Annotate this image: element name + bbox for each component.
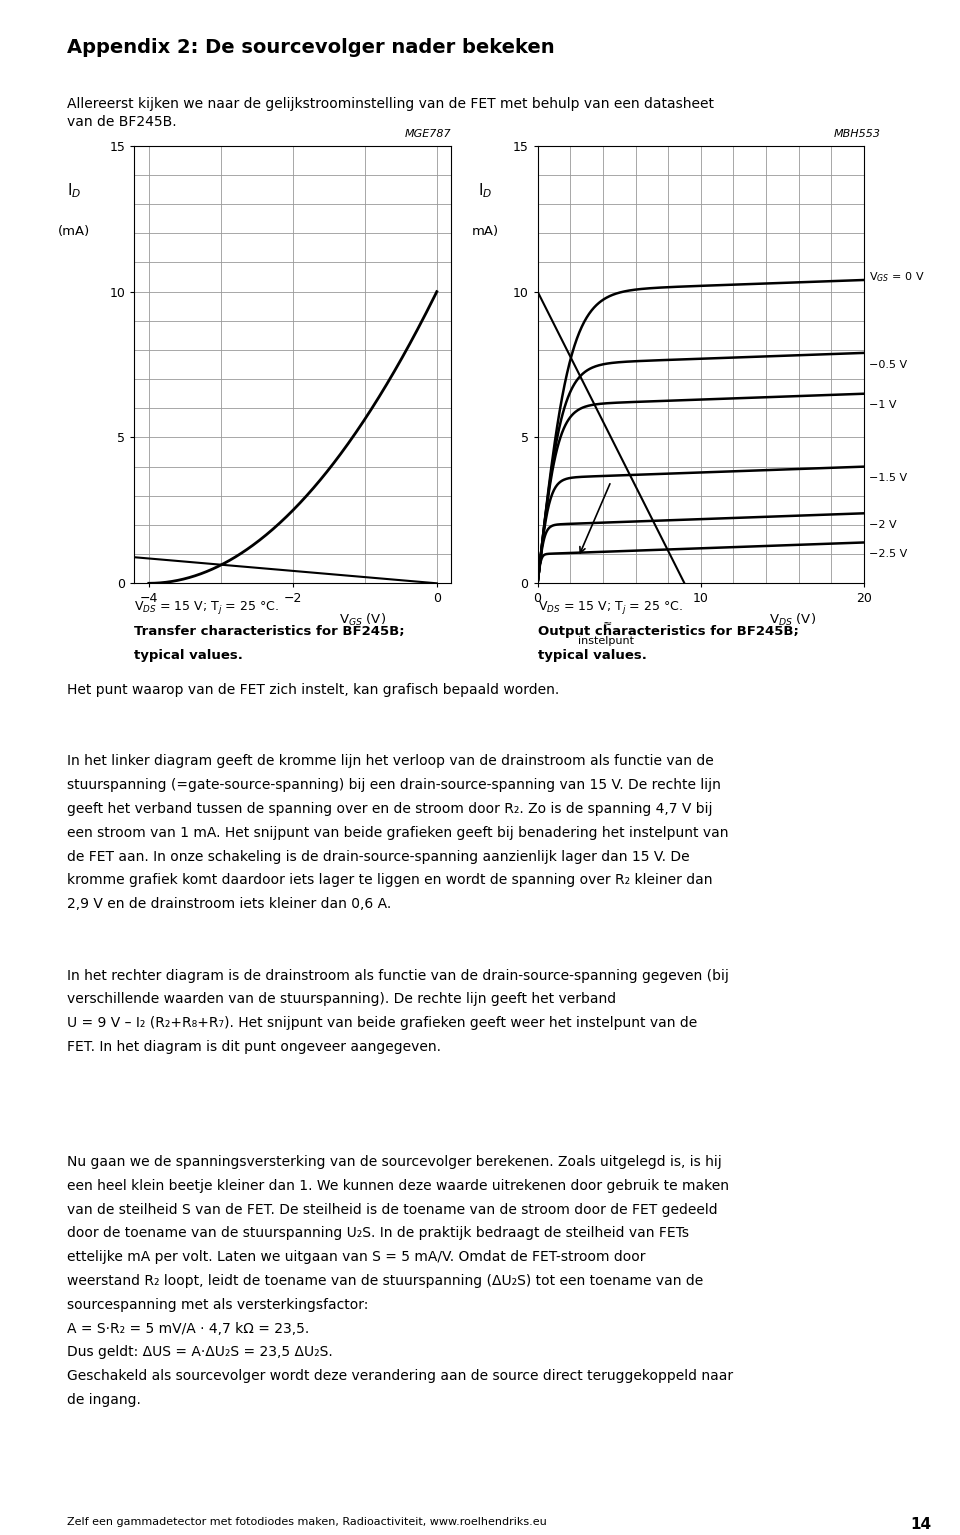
Text: MGE787: MGE787: [404, 129, 451, 140]
Text: 14: 14: [910, 1517, 931, 1532]
Text: typical values.: typical values.: [134, 649, 243, 662]
Text: V$_{GS}$ = 0 V: V$_{GS}$ = 0 V: [869, 270, 924, 284]
Text: FET. In het diagram is dit punt ongeveer aangegeven.: FET. In het diagram is dit punt ongeveer…: [67, 1041, 442, 1055]
Text: 2,9 V en de drainstroom iets kleiner dan 0,6 A.: 2,9 V en de drainstroom iets kleiner dan…: [67, 896, 392, 912]
Text: −1.5 V: −1.5 V: [869, 473, 907, 484]
Text: −2.5 V: −2.5 V: [869, 550, 907, 559]
Text: Dus geldt: ΔUS = A·ΔU₂S = 23,5 ΔU₂S.: Dus geldt: ΔUS = A·ΔU₂S = 23,5 ΔU₂S.: [67, 1346, 333, 1360]
Text: ettelijke mA per volt. Laten we uitgaan van S = 5 mA/V. Omdat de FET-stroom door: ettelijke mA per volt. Laten we uitgaan …: [67, 1251, 646, 1265]
Text: een heel klein beetje kleiner dan 1. We kunnen deze waarde uitrekenen door gebru: een heel klein beetje kleiner dan 1. We …: [67, 1179, 730, 1193]
Text: typical values.: typical values.: [538, 649, 646, 662]
Text: geeft het verband tussen de spanning over en de stroom door R₂. Zo is de spannin: geeft het verband tussen de spanning ove…: [67, 801, 712, 817]
Text: mA): mA): [471, 224, 499, 238]
Text: I$_D$: I$_D$: [67, 181, 82, 200]
Text: Transfer characteristics for BF245B;: Transfer characteristics for BF245B;: [134, 625, 405, 637]
Text: de ingang.: de ingang.: [67, 1394, 141, 1408]
Text: Nu gaan we de spanningsversterking van de sourcevolger berekenen. Zoals uitgeleg: Nu gaan we de spanningsversterking van d…: [67, 1156, 722, 1170]
Text: A = S·R₂ = 5 mV/A · 4,7 kΩ = 23,5.: A = S·R₂ = 5 mV/A · 4,7 kΩ = 23,5.: [67, 1322, 309, 1335]
Text: V$_{DS}$ = 15 V; T$_j$ = 25 °C.: V$_{DS}$ = 15 V; T$_j$ = 25 °C.: [134, 599, 279, 616]
Text: Geschakeld als sourcevolger wordt deze verandering aan de source direct teruggek: Geschakeld als sourcevolger wordt deze v…: [67, 1369, 733, 1383]
Text: Zelf een gammadetector met fotodiodes maken, Radioactiviteit, www.roelhendriks.e: Zelf een gammadetector met fotodiodes ma…: [67, 1517, 547, 1527]
Text: MBH553: MBH553: [833, 129, 880, 140]
Text: verschillende waarden van de stuurspanning). De rechte lijn geeft het verband: verschillende waarden van de stuurspanni…: [67, 993, 616, 1007]
X-axis label: V$_{GS}$ (V): V$_{GS}$ (V): [339, 612, 386, 628]
Text: instelpunt: instelpunt: [578, 635, 635, 646]
Text: Het punt waarop van de FET zich instelt, kan grafisch bepaald worden.: Het punt waarop van de FET zich instelt,…: [67, 683, 560, 697]
Text: van de steilheid S van de FET. De steilheid is de toename van de stroom door de : van de steilheid S van de FET. De steilh…: [67, 1203, 718, 1217]
Text: In het linker diagram geeft de kromme lijn het verloop van de drainstroom als fu: In het linker diagram geeft de kromme li…: [67, 754, 714, 769]
Text: V$_{DS}$ = 15 V; T$_j$ = 25 °C.: V$_{DS}$ = 15 V; T$_j$ = 25 °C.: [538, 599, 683, 616]
Text: $\approx$: $\approx$: [600, 619, 612, 628]
Text: stuurspanning (=gate-source-spanning) bij een drain-source-spanning van 15 V. De: stuurspanning (=gate-source-spanning) bi…: [67, 778, 721, 792]
Text: (mA): (mA): [59, 224, 90, 238]
Text: U = 9 V – I₂ (R₂+R₈+R₇). Het snijpunt van beide grafieken geeft weer het instelp: U = 9 V – I₂ (R₂+R₈+R₇). Het snijpunt va…: [67, 1016, 698, 1030]
Text: sourcespanning met als versterkingsfactor:: sourcespanning met als versterkingsfacto…: [67, 1299, 369, 1312]
Text: de FET aan. In onze schakeling is de drain-source-spanning aanzienlijk lager dan: de FET aan. In onze schakeling is de dra…: [67, 849, 690, 864]
Text: In het rechter diagram is de drainstroom als functie van de drain-source-spannin: In het rechter diagram is de drainstroom…: [67, 969, 729, 982]
Text: −2 V: −2 V: [869, 520, 897, 530]
Text: door de toename van de stuurspanning U₂S. In de praktijk bedraagt de steilheid v: door de toename van de stuurspanning U₂S…: [67, 1226, 689, 1240]
Text: I$_D$: I$_D$: [478, 181, 492, 200]
X-axis label: V$_{DS}$ (V): V$_{DS}$ (V): [769, 612, 816, 628]
Text: kromme grafiek komt daardoor iets lager te liggen en wordt de spanning over R₂ k: kromme grafiek komt daardoor iets lager …: [67, 873, 712, 887]
Text: −0.5 V: −0.5 V: [869, 359, 907, 370]
Text: Output characteristics for BF245B;: Output characteristics for BF245B;: [538, 625, 799, 637]
Text: −1 V: −1 V: [869, 401, 897, 410]
Text: weerstand R₂ loopt, leidt de toename van de stuurspanning (ΔU₂S) tot een toename: weerstand R₂ loopt, leidt de toename van…: [67, 1274, 704, 1288]
Text: een stroom van 1 mA. Het snijpunt van beide grafieken geeft bij benadering het i: een stroom van 1 mA. Het snijpunt van be…: [67, 826, 729, 840]
Text: Allereerst kijken we naar de gelijkstroominstelling van de FET met behulp van ee: Allereerst kijken we naar de gelijkstroo…: [67, 97, 714, 129]
Text: Appendix 2: De sourcevolger nader bekeken: Appendix 2: De sourcevolger nader bekeke…: [67, 38, 555, 57]
